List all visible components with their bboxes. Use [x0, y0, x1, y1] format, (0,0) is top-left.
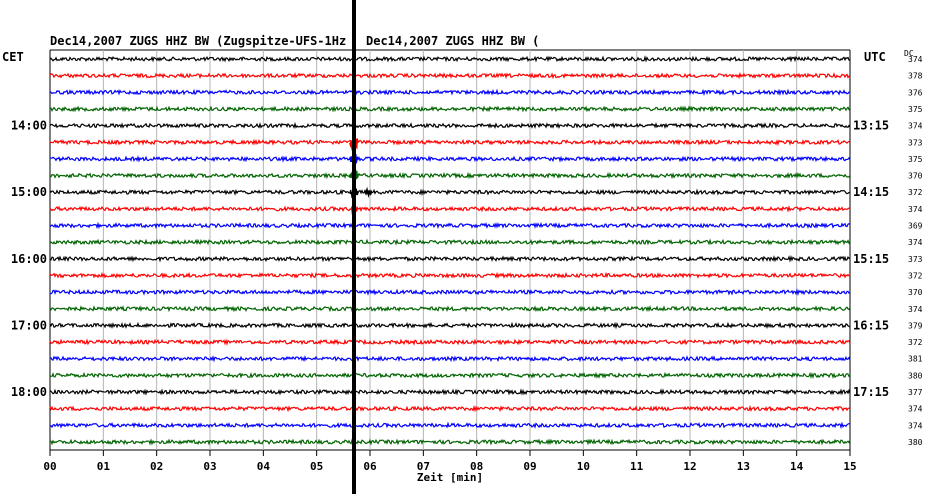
x-axis-ticks — [49, 450, 851, 456]
x-axis-label: Zeit [min] — [417, 471, 483, 484]
dc-offset-value: 374 — [908, 305, 923, 314]
x-tick-label: 07 — [417, 460, 430, 473]
dc-offset-value: 372 — [908, 188, 923, 197]
x-tick-label: 12 — [683, 460, 696, 473]
seismic-trace — [49, 105, 851, 113]
title-right: Dec14,2007 ZUGS HHZ BW ( — [366, 34, 539, 48]
x-tick-label: 09 — [523, 460, 536, 473]
dc-offset-labels: 374 378 376 375 374 373 375 370 372 374 369 374 373 3… — [908, 55, 923, 447]
seismic-trace — [49, 321, 851, 330]
x-tick-label: 15 — [843, 460, 856, 473]
dc-offset-value: 374 — [908, 238, 923, 247]
dc-offset-value: 377 — [908, 388, 923, 397]
left-time-label: 15:00 — [11, 185, 47, 199]
left-time-labels: 14:00 15:00 16:00 17:00 18:00 — [11, 119, 47, 399]
x-tick-label: 10 — [577, 460, 590, 473]
x-tick-label: 11 — [630, 460, 644, 473]
dc-offset-value: 374 — [908, 122, 923, 131]
x-tick-label: 06 — [363, 460, 377, 473]
event-burst — [364, 186, 373, 199]
right-time-label: 16:15 — [853, 318, 889, 332]
seismic-trace — [49, 404, 851, 413]
x-tick-label: 14 — [790, 460, 804, 473]
dc-offset-value: 373 — [908, 255, 923, 264]
seismic-trace — [49, 221, 851, 230]
dc-offset-value: 374 — [908, 421, 923, 430]
x-tick-label: 03 — [203, 460, 216, 473]
seismic-trace — [49, 355, 851, 363]
seismic-trace — [49, 205, 851, 213]
seismic-traces — [49, 55, 851, 446]
left-time-label: 17:00 — [11, 318, 47, 332]
x-axis-tick-labels: 00 01 02 03 04 05 06 07 08 09 10 11 12 13 14 15 — [43, 460, 856, 473]
seismic-trace — [49, 388, 851, 396]
dc-offset-value: 372 — [908, 338, 923, 347]
seismic-trace — [49, 188, 851, 196]
dc-offset-value: 380 — [908, 438, 923, 447]
plot-frame — [49, 49, 851, 451]
seismic-trace — [49, 371, 851, 380]
dc-offset-value: 370 — [908, 288, 923, 297]
dc-offset-value: 374 — [908, 55, 923, 64]
seismic-trace — [49, 271, 851, 279]
dc-offset-value: 375 — [908, 155, 923, 164]
dc-offset-value: 370 — [908, 172, 923, 181]
dc-offset-value: 379 — [908, 321, 923, 330]
seismic-trace — [49, 171, 851, 180]
seismic-trace — [49, 255, 851, 263]
seismic-trace — [49, 55, 851, 63]
x-tick-label: 13 — [737, 460, 750, 473]
x-tick-label: 08 — [470, 460, 483, 473]
right-time-label: 15:15 — [853, 252, 889, 266]
x-tick-label: 05 — [310, 460, 323, 473]
title-left: Dec14,2007 ZUGS HHZ BW (Zugspitze-UFS-1H… — [50, 34, 346, 48]
dc-offset-value: 380 — [908, 371, 923, 380]
x-tick-label: 04 — [257, 460, 271, 473]
vertical-grid — [102, 50, 798, 450]
seismic-trace — [49, 238, 851, 246]
left-time-label: 16:00 — [11, 252, 47, 266]
seismic-trace — [49, 338, 851, 346]
seismic-trace — [49, 138, 851, 147]
dc-offset-value: 374 — [908, 405, 923, 414]
dc-offset-value: 374 — [908, 205, 923, 214]
dc-label: DC — [904, 49, 914, 58]
seismic-trace — [49, 88, 851, 97]
right-time-label: 13:15 — [853, 119, 889, 133]
dc-offset-value: 376 — [908, 88, 923, 97]
right-time-label: 14:15 — [853, 185, 889, 199]
x-tick-label: 02 — [150, 460, 163, 473]
cet-label: CET — [2, 50, 24, 64]
seismic-trace — [49, 421, 851, 430]
dc-offset-value: 372 — [908, 271, 923, 280]
seismic-trace — [49, 71, 851, 80]
dc-offset-value: 369 — [908, 222, 923, 231]
left-time-label: 18:00 — [11, 385, 47, 399]
dc-offset-value: 378 — [908, 72, 923, 81]
seismic-trace — [49, 155, 851, 163]
utc-label: UTC — [864, 50, 886, 64]
x-tick-label: 01 — [97, 460, 111, 473]
dc-offset-value: 381 — [908, 355, 923, 364]
x-tick-label: 00 — [43, 460, 56, 473]
dc-offset-value: 373 — [908, 138, 923, 147]
left-time-label: 14:00 — [11, 119, 47, 133]
dc-offset-value: 375 — [908, 105, 923, 114]
seismic-trace — [49, 121, 851, 130]
right-time-label: 17:15 — [853, 385, 889, 399]
seismic-trace — [49, 288, 851, 296]
right-time-labels: 13:15 14:15 15:15 16:15 17:15 — [853, 119, 889, 399]
seismic-trace — [49, 305, 851, 313]
seismic-trace — [49, 438, 851, 446]
